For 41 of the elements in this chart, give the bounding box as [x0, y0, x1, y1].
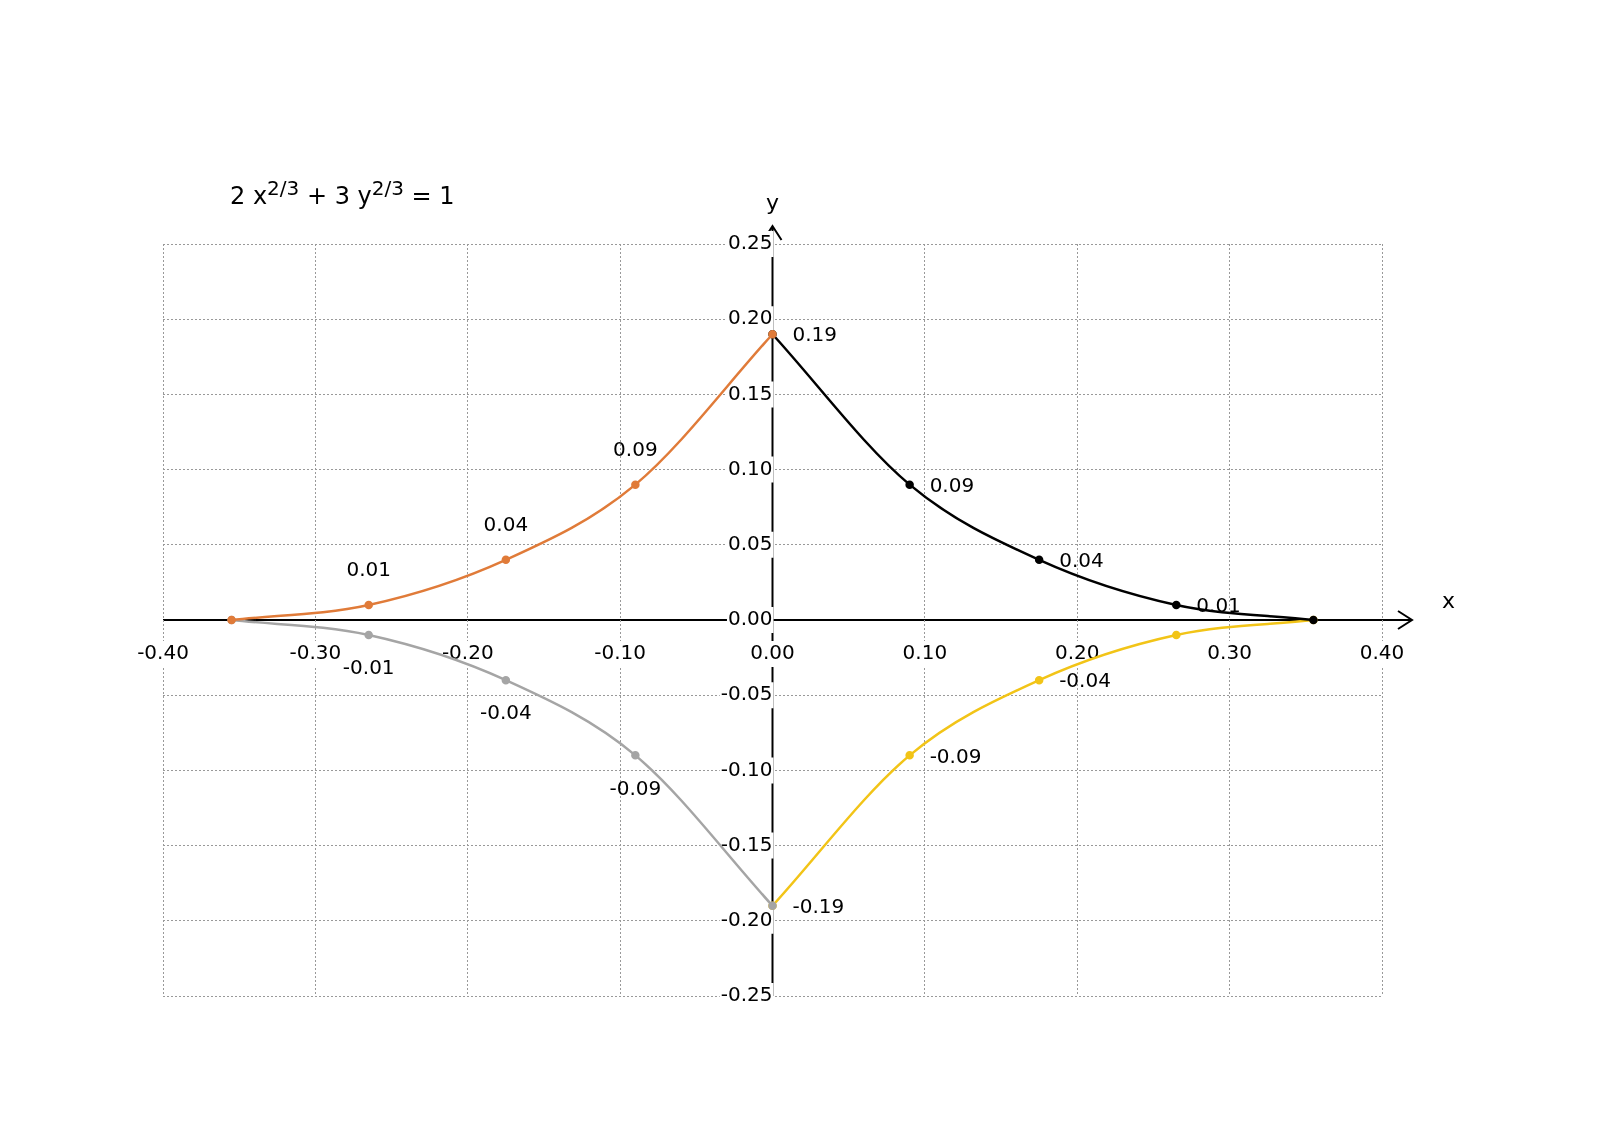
- data-label: 0.01: [346, 557, 391, 582]
- data-label: -0.09: [929, 743, 982, 768]
- data-label: 0.04: [483, 512, 529, 537]
- x-tick-label: 0.10: [902, 640, 948, 665]
- y-tick-label: -0.05: [720, 681, 773, 706]
- y-tick-label: 0.00: [727, 606, 773, 631]
- x-tick-label: 0.20: [1054, 640, 1100, 665]
- x-tick-label: -0.30: [289, 640, 342, 665]
- data-label: -0.04: [479, 700, 532, 725]
- y-axis-title: y: [765, 189, 780, 215]
- data-label: -0.09: [609, 775, 662, 800]
- point: [364, 630, 373, 640]
- point: [1034, 675, 1044, 685]
- point: [631, 480, 640, 489]
- y-tick-label: 0.05: [727, 531, 773, 555]
- y-tick-label: -0.15: [720, 831, 773, 856]
- y-tick-label: 0.10: [727, 455, 773, 480]
- x-tick-label: 0.40: [1359, 640, 1405, 665]
- y-tick-label: -0.10: [720, 756, 773, 781]
- point: [905, 751, 914, 760]
- point: [364, 600, 373, 610]
- x-axis-title: x: [1442, 587, 1456, 613]
- y-tick-label: 0.15: [727, 380, 773, 405]
- data-label: -0.04: [1059, 668, 1111, 693]
- data-label: 0.09: [613, 436, 658, 461]
- chart-title: 2 x$^{2/3}$ + 3 y$^{2/3}$ = 1: [230, 176, 455, 210]
- y-tick-label: -0.25: [720, 982, 773, 1007]
- y-tick-label: -0.20: [720, 907, 773, 931]
- data-label: -0.01: [342, 655, 395, 680]
- x-tick-label: 0.30: [1207, 640, 1252, 665]
- x-tick-label: 0.00: [750, 640, 795, 665]
- x-tick-label: -0.20: [441, 640, 494, 665]
- y-tick-label: 0.25: [727, 230, 773, 255]
- x-tick-label: -0.10: [594, 640, 646, 665]
- point: [1172, 630, 1181, 640]
- point: [631, 751, 640, 760]
- data-label: -0.19: [792, 893, 845, 918]
- x-tick-label: -0.40: [137, 640, 189, 665]
- y-tick-label: 0.20: [727, 305, 773, 330]
- point: [501, 675, 511, 685]
- point: [501, 555, 511, 565]
